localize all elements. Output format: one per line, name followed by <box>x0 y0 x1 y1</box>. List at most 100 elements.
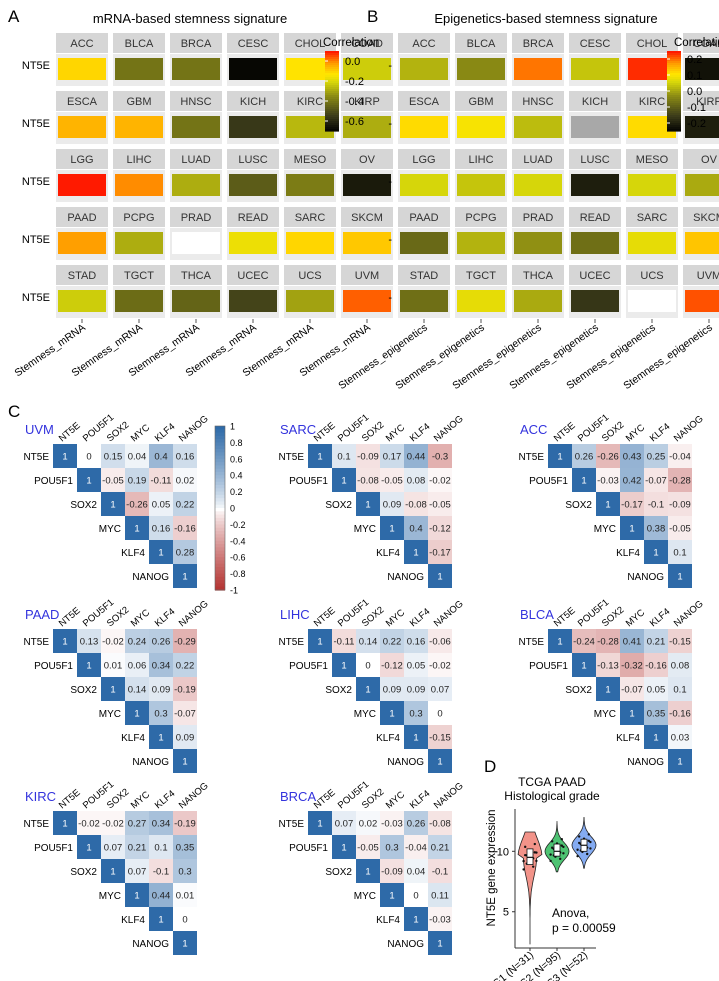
corr-col-label: MYC <box>129 789 152 811</box>
corr-colorbar-segment <box>215 448 225 453</box>
corr-value: 0.3 <box>154 709 167 720</box>
corr-cell <box>125 492 149 516</box>
panel-a-legend: Correlation 0.0 -0.2 -0.4 -0.6 <box>323 37 379 132</box>
colorbar-segment <box>667 105 681 108</box>
corr-col-label: MYC <box>624 422 647 444</box>
panel-d: D TCGA PAAD Histological grade NT5E gene… <box>484 757 616 981</box>
corr-value: 0.14 <box>359 637 378 648</box>
corr-cell <box>149 468 173 492</box>
corr-value: 1 <box>110 685 115 696</box>
corr-value: -0.08 <box>429 819 451 830</box>
corr-cell <box>428 811 452 835</box>
corr-colorbar-segment <box>215 527 225 532</box>
corr-value: 0 <box>413 891 418 902</box>
corr-row-label: NT5E <box>23 819 49 830</box>
corr-cell <box>173 725 197 749</box>
corr-value: 0.44 <box>152 891 171 902</box>
facet-strip <box>569 91 621 111</box>
corr-col-label: KLF4 <box>153 421 177 444</box>
corr-cell <box>173 835 197 859</box>
violin-point <box>578 841 581 845</box>
heatmap-cell <box>457 116 505 138</box>
violin-point <box>551 840 554 843</box>
facet-label: BRCA <box>181 38 212 50</box>
corr-cell <box>125 468 149 492</box>
corr-cell <box>620 701 644 725</box>
corr-colorbar-segment <box>215 547 225 552</box>
corr-cell <box>356 835 380 859</box>
corr-value: 1 <box>653 733 658 744</box>
colorbar-segment <box>667 113 681 116</box>
corr-colorbar-segment <box>215 517 225 522</box>
corr-value: 1 <box>437 757 442 768</box>
corr-row-label: SOX2 <box>325 685 352 696</box>
heatmap-cell <box>286 174 334 196</box>
corr-matrix-title: BLCA <box>520 607 554 622</box>
panel-d-annotation-line2: p = 0.00059 <box>552 921 616 935</box>
facet-label: LIHC <box>468 154 493 166</box>
corr-value: -0.32 <box>621 661 643 672</box>
corr-value: -0.07 <box>174 709 196 720</box>
corr-col-label: NANOG <box>432 413 466 444</box>
corr-cell <box>380 653 404 677</box>
corr-cell <box>149 677 173 701</box>
corr-value: -0.11 <box>151 476 172 487</box>
heatmap-cell <box>628 116 676 138</box>
corr-value: 0.03 <box>671 733 690 744</box>
corr-value: 0.14 <box>128 685 147 696</box>
corr-cell <box>572 444 596 468</box>
corr-cell <box>428 468 452 492</box>
corr-col-label: KLF4 <box>408 788 432 811</box>
corr-value: 1 <box>62 452 67 463</box>
corr-value: 0 <box>86 452 91 463</box>
facet-label: MESO <box>636 154 669 166</box>
heatmap-cell <box>457 290 505 312</box>
facet-strip <box>227 149 279 169</box>
facet-label: GBM <box>126 96 151 108</box>
facet-strip <box>683 265 719 285</box>
corr-cell <box>428 564 452 588</box>
facet-strip <box>626 207 678 227</box>
facet-label: STAD <box>410 270 439 282</box>
corr-row-label: NANOG <box>387 757 424 768</box>
corr-value: 0.19 <box>128 476 147 487</box>
corr-cell <box>380 629 404 653</box>
facet-strip <box>398 207 450 227</box>
corr-cell <box>380 444 404 468</box>
colorbar-segment <box>325 109 339 112</box>
corr-cell <box>668 725 692 749</box>
corr-value: -0.02 <box>102 819 124 830</box>
corr-col-label: KLF4 <box>648 421 672 444</box>
corr-value: 0.04 <box>128 452 147 463</box>
corr-value: 0.09 <box>407 685 426 696</box>
corr-value: 0.43 <box>623 452 642 463</box>
heatmap-cell <box>115 116 163 138</box>
facet-label: PAAD <box>409 212 438 224</box>
corr-cell <box>77 835 101 859</box>
corr-value: -0.16 <box>645 661 667 672</box>
colorbar-tick-label: -0.2 <box>687 118 706 130</box>
corr-colorbar-segment <box>215 540 225 545</box>
facet-strip <box>341 91 393 111</box>
colorbar-tick-label: 0.0 <box>687 86 702 98</box>
colorbar-segment <box>667 121 681 124</box>
corr-cell <box>356 629 380 653</box>
violin-point <box>576 854 579 858</box>
corr-cell <box>620 468 644 492</box>
colorbar-segment <box>667 109 681 112</box>
corr-row-label: SOX2 <box>70 685 97 696</box>
corr-colorbar-tick-label: 0.2 <box>230 487 243 497</box>
corr-value: -0.02 <box>78 819 100 830</box>
corr-value: 0.34 <box>152 661 171 672</box>
corr-cell <box>149 701 173 725</box>
corr-col-label: NT5E <box>57 787 83 811</box>
panel-d-annotation-line1: Anova, <box>552 906 589 920</box>
facet-label: READ <box>580 212 611 224</box>
facet-label: LIHC <box>126 154 151 166</box>
colorbar-segment <box>667 71 681 74</box>
corr-row-label: SOX2 <box>325 867 352 878</box>
heatmap-cell <box>286 290 334 312</box>
violin-point <box>560 844 563 847</box>
heatmap-cell <box>115 58 163 80</box>
